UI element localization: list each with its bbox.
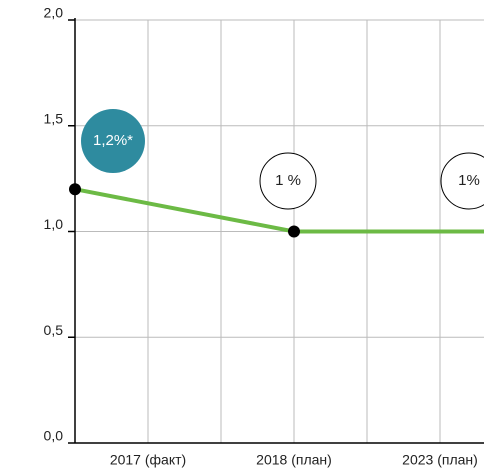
data-label: 1% [458,172,480,189]
label-bubble [259,152,317,210]
x-tick-label: 2017 (факт) [110,452,186,468]
x-tick-label: 2018 (план) [256,452,332,468]
y-tick-label: 0,0 [44,428,64,444]
data-label: 1,2%* [93,132,133,149]
y-tick-label: 0,5 [44,322,64,338]
x-tick-label: 2023 (план) [402,452,478,468]
point [288,225,300,238]
label-bubble [81,109,145,173]
y-tick-label: 1,0 [44,216,64,232]
data-label: 1 % [275,172,301,189]
label-bubble [440,152,484,210]
y-tick-label: 2,0 [44,5,64,21]
y-tick-label: 1,5 [44,110,64,126]
point [69,183,81,196]
